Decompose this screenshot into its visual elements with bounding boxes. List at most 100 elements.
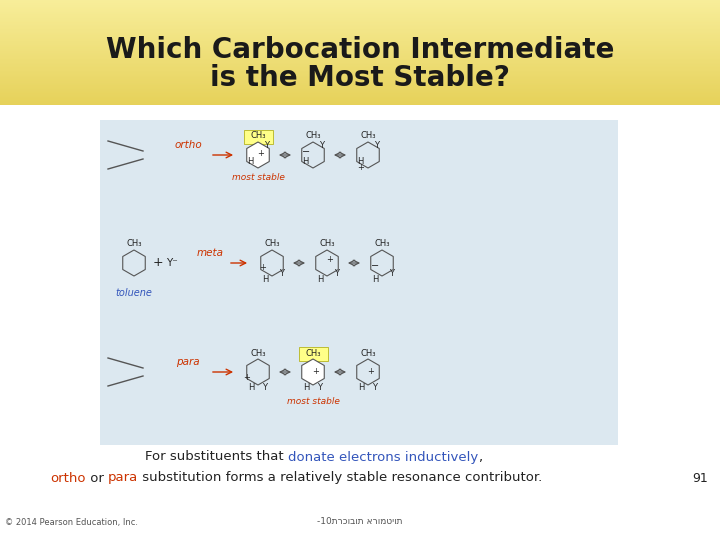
Bar [0,60,720,62]
Text: H: H [248,383,254,393]
Bar [0,100,720,101]
Text: ortho: ortho [174,140,202,150]
FancyBboxPatch shape [299,347,328,361]
Bar [0,83,720,84]
Bar [0,15,720,16]
Text: meta: meta [197,248,223,258]
Bar [0,101,720,103]
Bar [0,76,720,77]
Text: +: + [258,150,264,159]
Bar [0,89,720,91]
Text: CH₃: CH₃ [305,132,320,140]
Text: Y: Y [374,141,379,151]
Text: CH₃: CH₃ [374,240,390,248]
Bar [0,18,720,19]
Bar [0,96,720,97]
Text: Y: Y [335,268,340,278]
Bar [0,67,720,68]
Text: H: H [372,274,378,284]
Text: para: para [176,357,200,367]
Bar [0,98,720,100]
Bar [100,120,618,445]
Text: CH₃: CH₃ [264,240,280,248]
Text: Y⁻: Y⁻ [166,258,178,268]
Text: donate electrons inductively: donate electrons inductively [288,450,478,463]
Bar [0,94,720,96]
Bar [0,62,720,63]
Bar [0,64,720,66]
Bar [0,10,720,12]
Text: © 2014 Pearson Education, Inc.: © 2014 Pearson Education, Inc. [5,517,138,526]
Bar [0,8,720,9]
Text: 91: 91 [692,471,708,484]
Bar [0,22,720,24]
Bar [0,46,720,47]
Bar [0,68,720,70]
Text: H: H [303,383,309,393]
Text: +: + [243,373,251,381]
Text: Y: Y [390,268,395,278]
Bar [0,4,720,5]
Text: H: H [262,274,268,284]
Text: +: + [260,262,266,272]
Bar [0,1,720,3]
Bar [0,40,720,42]
Text: CH₃: CH₃ [360,132,376,140]
Polygon shape [302,359,324,385]
Text: CH₃: CH₃ [305,348,320,357]
Bar [0,34,720,36]
Bar [0,77,720,79]
Text: Y: Y [279,268,284,278]
Text: Y: Y [263,383,268,393]
Text: most stable: most stable [232,173,284,183]
Bar [0,54,720,55]
Bar [0,21,720,22]
Text: most stable: most stable [287,397,339,407]
Text: −: − [302,147,310,157]
Bar [0,79,720,80]
Bar [0,66,720,67]
Bar [0,9,720,10]
Text: CH₃: CH₃ [251,132,266,140]
Bar [0,104,720,105]
Bar [0,72,720,73]
Bar [0,97,720,98]
Text: -10תרכובות ארומטיות: -10תרכובות ארומטיות [318,517,402,526]
Text: ,: , [478,450,482,463]
Bar [0,37,720,38]
Text: +: + [327,255,333,265]
Bar [0,75,720,76]
Bar [0,36,720,37]
Bar [0,16,720,17]
Text: substitution forms a relatively stable resonance contributor.: substitution forms a relatively stable r… [138,471,542,484]
Text: Y: Y [318,383,323,393]
Bar [0,42,720,43]
Bar [0,17,720,18]
Bar [0,6,720,8]
Bar [0,33,720,34]
Text: Which Carbocation Intermediate: Which Carbocation Intermediate [106,36,614,64]
Bar [0,45,720,46]
Text: CH₃: CH₃ [319,240,335,248]
Text: or: or [86,471,107,484]
Bar [0,50,720,51]
Text: toluene: toluene [116,288,153,298]
Bar [0,25,720,26]
Text: CH₃: CH₃ [251,348,266,357]
Text: ortho: ortho [50,471,86,484]
Bar [0,103,720,104]
Text: H: H [358,383,364,393]
Bar [0,12,720,13]
Text: CH₃: CH₃ [360,348,376,357]
Bar [0,39,720,40]
Text: Y: Y [320,141,325,151]
Bar [0,19,720,21]
Bar [0,43,720,45]
Bar [0,92,720,93]
Bar [0,57,720,58]
Bar [0,0,720,1]
Bar [0,86,720,88]
Bar [0,93,720,94]
FancyBboxPatch shape [243,130,272,144]
Bar [0,31,720,33]
